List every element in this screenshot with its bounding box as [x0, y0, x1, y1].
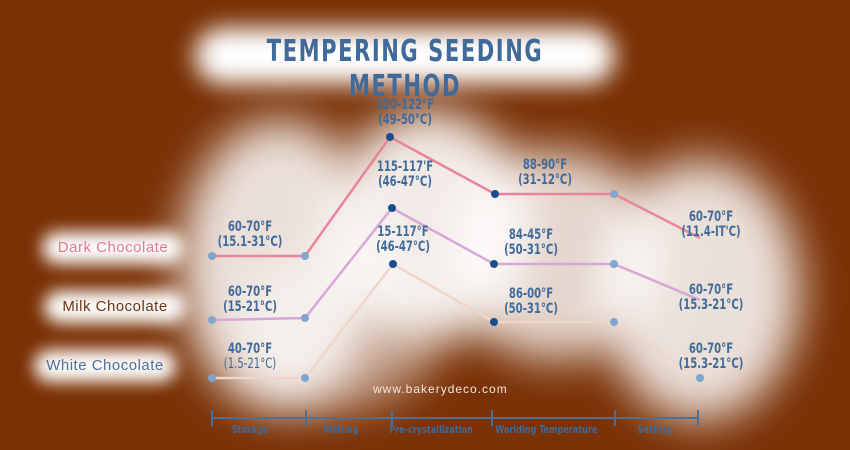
legend-milk: Milk Chocolate [40, 287, 190, 327]
line-milk [211, 206, 701, 322]
stage-precrystallization: Pre-crystallization [389, 423, 473, 436]
bg-glow [240, 250, 440, 410]
line-dark [212, 135, 701, 258]
legend-label-milk: Milk Chocolate [62, 298, 168, 315]
label-milk-storage: 60-70°F (15-21°C) [223, 284, 277, 315]
label-dark-melt: 120-122°F (49-50°C) [375, 97, 435, 128]
legend-label-white: White Chocolate [46, 357, 164, 374]
label-dark-storage: 60-70°F (15.1-31°C) [217, 219, 283, 250]
stage-storage: Storage [231, 423, 269, 436]
stage-worlding: Worlding Temperature [495, 423, 598, 436]
line-white [212, 262, 701, 380]
label-white-storage: 40-70°F (1.5-21°C) [223, 341, 277, 372]
label-white-melt: 15-117°F (46-47°C) [376, 224, 430, 255]
label-milk-set: 60-70°F (15.3-21°C) [678, 282, 744, 313]
label-milk-melt: 115-117'F (46-47°C) [376, 159, 434, 190]
legend-white: White Chocolate [30, 346, 180, 386]
title-banner: TEMPERING SEEDING METHOD [185, 22, 625, 104]
stage-setting: Setting [637, 423, 672, 436]
legend-dark: Dark Chocolate [38, 228, 188, 268]
legend-label-dark: Dark Chocolate [57, 239, 169, 256]
stage-axis [211, 410, 699, 426]
label-dark-work: 88-90°F (31-12°C) [518, 157, 572, 188]
watermark: www.bakerydeco.com [373, 382, 508, 396]
label-white-set: 60-70°F (15.3-21°C) [678, 341, 744, 372]
chart-title: TEMPERING SEEDING METHOD [266, 34, 544, 104]
label-milk-work: 84-45°F (50-31°C) [504, 227, 558, 258]
stage-melting: Melting [323, 423, 359, 436]
label-dark-set: 60-70°F (11.4-IT'C) [681, 209, 741, 240]
label-white-work: 86-00°F (50-31°C) [504, 286, 558, 317]
